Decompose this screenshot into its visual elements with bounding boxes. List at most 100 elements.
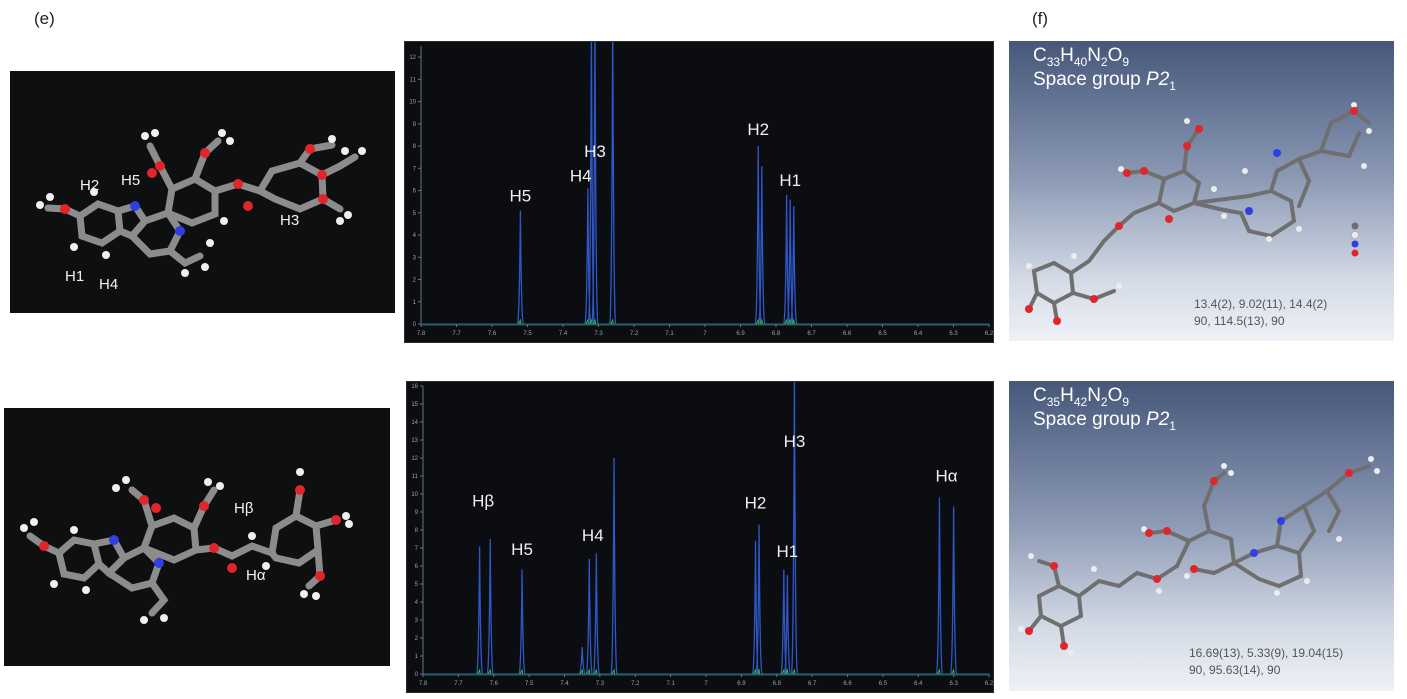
spectrum-peak-green bbox=[781, 668, 786, 674]
crystal-structure-bottom: C35H42N2O9 Space group P21 bbox=[1009, 381, 1394, 691]
spectrum-peak-green bbox=[611, 668, 617, 674]
x-tick-label: 7.1 bbox=[665, 331, 674, 337]
spectrum-peak-green bbox=[592, 318, 597, 324]
spectrum-peak-green bbox=[585, 318, 590, 324]
x-tick-label: 7.8 bbox=[417, 331, 426, 337]
peak-annotation: H2 bbox=[747, 120, 769, 139]
spectrum-peak-green bbox=[791, 318, 796, 324]
panel-label-e: (e) bbox=[34, 9, 55, 28]
y-tick-label: 12 bbox=[411, 456, 418, 462]
crystal-structure-top: C33H40N2O9 Space group P21 bbox=[1009, 41, 1394, 341]
peak-annotation: H4 bbox=[582, 526, 604, 545]
y-tick-label: 7 bbox=[415, 546, 419, 552]
x-tick-label: 6.4 bbox=[914, 681, 923, 687]
spectrum-peak bbox=[790, 382, 799, 674]
y-tick-label: 14 bbox=[411, 420, 418, 426]
y-tick-label: 16 bbox=[411, 384, 418, 390]
spectrum-peak bbox=[516, 210, 525, 324]
spectrum-peak bbox=[609, 42, 617, 324]
spectrum-peak-green bbox=[756, 668, 762, 674]
y-tick-label: 13 bbox=[411, 438, 418, 444]
y-tick-label: 1 bbox=[413, 300, 417, 306]
molecule-label: H2 bbox=[80, 177, 100, 194]
spectrum-peak bbox=[475, 546, 484, 674]
molecule-panel-top: H2 H5 H3 H1 H4 bbox=[10, 71, 395, 313]
nmr-spectrum-bottom: 0 1 2 3 4 5 6 7 8 9 10 11 12 13 14 15 16 7.8 7.7 7.6 7.5 7.4 7… bbox=[406, 381, 994, 693]
x-tick-label: 6.3 bbox=[949, 331, 958, 337]
y-tick-label: 1 bbox=[415, 654, 419, 660]
crystal-model-top bbox=[1025, 102, 1372, 325]
peak-annotation: H5 bbox=[511, 540, 533, 559]
spectrum-peak bbox=[610, 457, 618, 674]
peak-annotation: H1 bbox=[776, 542, 798, 561]
y-tick-label: 8 bbox=[413, 144, 417, 150]
spectrum-peak-green bbox=[951, 668, 956, 674]
spectrum-peak-green bbox=[791, 668, 797, 674]
spectrum-peak-green bbox=[477, 668, 482, 674]
spectrum-peak bbox=[578, 646, 586, 674]
spectrum-peak bbox=[758, 166, 766, 324]
peak-annotation: H3 bbox=[584, 142, 606, 161]
x-tick-label: 7.2 bbox=[630, 331, 639, 337]
x-tick-label: 6.5 bbox=[878, 331, 887, 337]
peak-annotation: H2 bbox=[745, 493, 767, 512]
x-tick-label: 6.2 bbox=[985, 331, 993, 337]
panel-label-f: (f) bbox=[1032, 9, 1049, 28]
spectrum-peak bbox=[591, 42, 599, 324]
spectrum-peak bbox=[486, 538, 494, 674]
peak-annotation: H4 bbox=[570, 167, 592, 186]
x-tick-label: 7.7 bbox=[452, 331, 461, 337]
space-group: Space group P21 bbox=[1033, 409, 1176, 433]
y-tick-label: 3 bbox=[413, 255, 417, 261]
x-tick-label: 7 bbox=[703, 331, 707, 337]
peak-annotation: H5 bbox=[510, 187, 532, 206]
x-tick-label: 7.2 bbox=[631, 681, 640, 687]
spectrum-peak bbox=[783, 574, 792, 674]
molecular-formula: C33H40N2O9 bbox=[1033, 45, 1130, 69]
x-tick-label: 6.7 bbox=[808, 681, 817, 687]
y-tick-label: 8 bbox=[415, 528, 419, 534]
x-tick-label: 6.7 bbox=[807, 331, 816, 337]
y-tick-label: 6 bbox=[413, 189, 417, 195]
spectrum-peak-green bbox=[755, 318, 761, 324]
y-tick-label: 11 bbox=[410, 77, 417, 83]
x-tick-label: 7.6 bbox=[488, 331, 497, 337]
x-tick-label: 7.3 bbox=[596, 681, 605, 687]
spectrum-peak bbox=[585, 558, 593, 674]
peak-annotation: H1 bbox=[779, 171, 801, 190]
crystal-model-bottom bbox=[1018, 456, 1380, 656]
atom-legend-top bbox=[1351, 222, 1359, 257]
nmr-spectrum-top: 0 1 2 3 4 5 6 7 8 9 10 11 12 7.8 7.7 7.6 7.5 7.4 7.3 7.2 7.1… bbox=[404, 41, 994, 343]
x-tick-label: 7 bbox=[704, 681, 708, 687]
y-tick-label: 9 bbox=[415, 510, 419, 516]
x-tick-label: 6.8 bbox=[772, 331, 781, 337]
cell-parameters: 16.69(13), 5.33(9), 19.04(15) 90, 95.63(… bbox=[1189, 646, 1344, 677]
y-tick-label: 3 bbox=[415, 618, 419, 624]
y-tick-label: 2 bbox=[415, 636, 419, 642]
y-tick-label: 5 bbox=[413, 211, 417, 217]
y-tick-label: 4 bbox=[413, 233, 417, 239]
y-tick-label: 0 bbox=[413, 322, 417, 328]
spectrum-peak-green bbox=[610, 318, 615, 324]
molecular-formula: C35H42N2O9 bbox=[1033, 385, 1130, 409]
spectrum-peak-green bbox=[784, 318, 789, 324]
spectrum-peak-green bbox=[517, 318, 523, 324]
spectrum-peak-green bbox=[586, 668, 592, 674]
molecule-label: Hα bbox=[246, 567, 266, 584]
spectrum-peak-green bbox=[759, 318, 764, 324]
spectrum-peak bbox=[755, 524, 763, 674]
y-tick-label: 15 bbox=[411, 402, 418, 408]
x-tick-label: 6.9 bbox=[737, 681, 746, 687]
spectrum-peak-green bbox=[937, 668, 942, 674]
molecule-label: H3 bbox=[280, 212, 300, 229]
spectrum-peak-green bbox=[784, 668, 790, 674]
cell-parameters: 13.4(2), 9.02(11), 14.4(2) 90, 114.5(13)… bbox=[1194, 297, 1328, 328]
molecule-label: Hβ bbox=[234, 500, 254, 517]
x-tick-label: 7.4 bbox=[559, 331, 568, 337]
spectrum-peak-green bbox=[787, 318, 793, 324]
x-tick-label: 6.6 bbox=[843, 331, 852, 337]
x-tick-label: 6.2 bbox=[985, 681, 993, 687]
peak-annotation: H3 bbox=[784, 432, 806, 451]
